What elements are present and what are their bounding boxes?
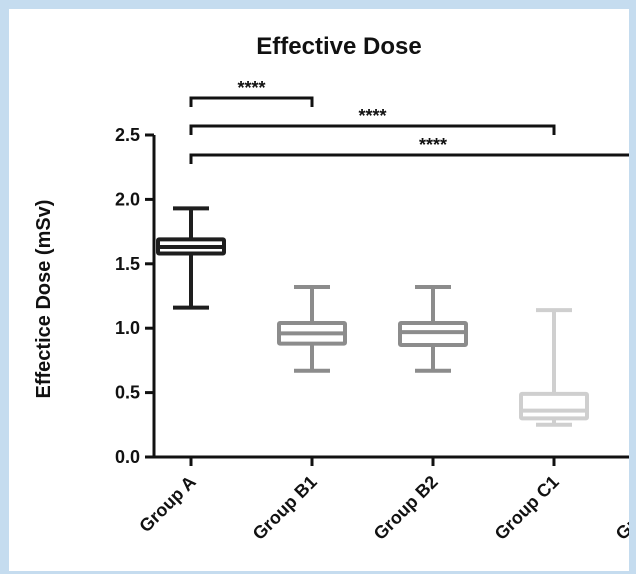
box-plot-chart: Effective Dose Effectice Dose (mSv) 0.00… xyxy=(33,33,629,544)
significance-bracket xyxy=(189,153,629,164)
y-tick-label: 2.0 xyxy=(115,189,140,209)
y-tick-label: 2.5 xyxy=(115,125,140,145)
y-tick-label: 1.0 xyxy=(115,318,140,338)
plot-area: 0.0 0.5 1.0 1.5 2.0 2.5 Group A Group B1 Group B… xyxy=(115,78,629,544)
chart-frame: Effective Dose Effectice Dose (mSv) 0.0 0… xyxy=(9,9,629,571)
y-tick-label: 0.5 xyxy=(115,383,140,403)
significance-label: **** xyxy=(419,135,447,155)
significance-bracket xyxy=(189,124,556,135)
x-category-label: Group C2 xyxy=(612,472,629,544)
significance-label: **** xyxy=(237,78,265,98)
iqr-box xyxy=(519,391,589,421)
x-category-label: Group B1 xyxy=(249,472,321,544)
y-tick-label: 1.5 xyxy=(115,254,140,274)
significance-bracket xyxy=(189,96,314,107)
y-tick-label: 0.0 xyxy=(115,447,140,467)
y-axis-label: Effectice Dose (mSv) xyxy=(33,200,55,399)
chart-title: Effective Dose xyxy=(256,33,421,60)
x-category-label: Group A xyxy=(135,472,200,537)
x-category-label: Group C1 xyxy=(491,472,563,544)
x-category-label: Group B2 xyxy=(370,472,442,544)
significance-label: **** xyxy=(358,106,386,126)
